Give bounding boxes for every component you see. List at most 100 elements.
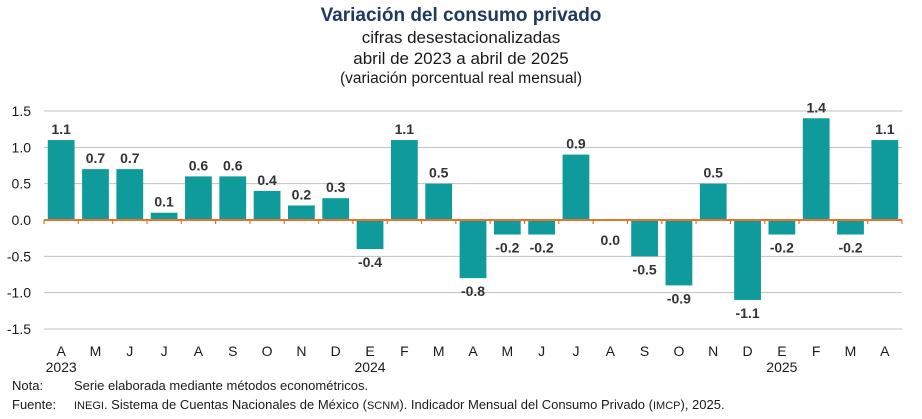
- bar: [734, 220, 761, 300]
- x-tick-label: M: [433, 343, 445, 359]
- data-label: 0.1: [154, 194, 174, 210]
- x-tick-label: D: [331, 343, 341, 359]
- data-label: 1.1: [875, 121, 895, 137]
- x-tick-label: N: [296, 343, 306, 359]
- x-tick-label: M: [501, 343, 513, 359]
- data-label: -0.2: [770, 240, 794, 256]
- bar: [219, 176, 247, 220]
- bar: [425, 183, 453, 220]
- x-tick-label: J: [538, 343, 545, 359]
- data-label: 0.3: [326, 179, 346, 195]
- x-tick-label: O: [673, 343, 684, 359]
- data-label: 0.7: [120, 150, 140, 166]
- year-label: 2025: [766, 359, 797, 375]
- data-label: -0.2: [530, 240, 554, 256]
- source-text-2: ). Indicador Mensual del Consumo Privado…: [399, 397, 653, 412]
- bar: [665, 220, 693, 286]
- bar: [322, 198, 350, 220]
- x-tick-label: E: [777, 343, 786, 359]
- y-tick-label: 1.5: [12, 103, 32, 119]
- data-label: -0.9: [667, 290, 691, 306]
- bar: [116, 169, 144, 220]
- data-label: 0.9: [566, 136, 586, 152]
- bar: [837, 220, 864, 235]
- data-label: -0.2: [495, 240, 519, 256]
- bar: [390, 140, 418, 220]
- bar: [871, 140, 899, 220]
- data-label: 0.7: [86, 150, 106, 166]
- y-tick-label: -1.5: [7, 321, 31, 337]
- data-label: 0.0: [601, 232, 621, 248]
- x-tick-label: O: [262, 343, 273, 359]
- x-tick-label: F: [812, 343, 821, 359]
- x-tick-label: J: [572, 343, 579, 359]
- data-label: 0.4: [257, 172, 277, 188]
- source-text-3: ), 2025.: [680, 397, 725, 412]
- bar: [47, 140, 75, 220]
- x-tick-label: S: [640, 343, 649, 359]
- y-tick-label: 0.0: [12, 212, 32, 228]
- y-tick-label: -1.0: [7, 285, 31, 301]
- x-tick-label: N: [708, 343, 718, 359]
- footnotes: Nota: Serie elaborada mediante métodos ec…: [12, 376, 725, 416]
- x-tick-label: M: [90, 343, 102, 359]
- bar: [253, 190, 281, 220]
- chart-subtitle-3: (variación porcentual real mensual): [339, 70, 583, 87]
- data-label: 1.1: [395, 121, 415, 137]
- data-label: -0.8: [461, 283, 485, 299]
- data-label: -0.2: [838, 240, 862, 256]
- note-label: Nota:: [12, 378, 44, 393]
- x-tick-label: D: [742, 343, 752, 359]
- y-tick-label: 1.0: [12, 139, 32, 155]
- bar-chart: 1.5 1.0 0.5 0.0 -0.5 -1.0 -1.5 1.1 A 0.7 M 0.7 J 0.1 J…: [7, 99, 903, 375]
- source-inegi: INEGI: [74, 400, 104, 412]
- data-label: -0.5: [633, 261, 657, 277]
- bar: [82, 169, 109, 220]
- bar: [185, 176, 212, 220]
- chart-subtitle-2: abril de 2023 a abril de 2025: [353, 49, 569, 68]
- x-tick-label: S: [228, 343, 237, 359]
- data-label: -0.4: [358, 254, 382, 270]
- x-tick-label: M: [845, 343, 857, 359]
- source-scnm: SCNM: [366, 400, 400, 412]
- bar: [631, 220, 658, 257]
- bar: [356, 220, 384, 250]
- y-tick-label: -0.5: [7, 248, 31, 264]
- x-tick-label: J: [126, 343, 133, 359]
- x-tick-label: A: [468, 343, 478, 359]
- note-text: Serie elaborada mediante métodos economé…: [74, 378, 369, 393]
- chart-titles: Variación del consumo privado cifras des…: [0, 4, 922, 89]
- x-tick-label: A: [880, 343, 890, 359]
- x-tick-label: F: [400, 343, 409, 359]
- bar: [768, 220, 796, 235]
- bar: [150, 212, 178, 220]
- source-label: Fuente:: [12, 397, 57, 412]
- data-label: 1.4: [806, 99, 826, 115]
- year-label: 2024: [354, 359, 385, 375]
- bar: [528, 220, 556, 235]
- data-label: 0.2: [292, 186, 312, 202]
- bar: [699, 183, 727, 220]
- year-label: 2023: [46, 359, 77, 375]
- chart-subtitle-1: cifras desestacionalizadas: [361, 28, 561, 47]
- y-tick-label: 0.5: [12, 176, 32, 192]
- note-row: Nota: Serie elaborada mediante métodos ec…: [12, 376, 725, 395]
- source-imcp: IMCP: [652, 400, 681, 412]
- data-label: 0.6: [223, 157, 243, 173]
- x-tick-label: A: [606, 343, 616, 359]
- data-label: 0.5: [429, 165, 449, 181]
- source-row: Fuente: INEGI. Sistema de Cuentas Naciona…: [12, 395, 725, 416]
- source-text-1: . Sistema de Cuentas Nacionales de Méxic…: [103, 397, 367, 412]
- x-tick-label: A: [56, 343, 66, 359]
- bar: [459, 220, 487, 279]
- bar: [802, 118, 830, 220]
- bar: [562, 154, 590, 220]
- chart-title: Variación del consumo privado: [320, 5, 602, 26]
- data-label: 0.6: [189, 157, 209, 173]
- x-tick-label: A: [194, 343, 204, 359]
- x-tick-label: E: [365, 343, 374, 359]
- x-tick-label: J: [161, 343, 168, 359]
- data-label: 0.5: [704, 165, 724, 181]
- data-label: 1.1: [51, 121, 71, 137]
- bar: [493, 220, 521, 235]
